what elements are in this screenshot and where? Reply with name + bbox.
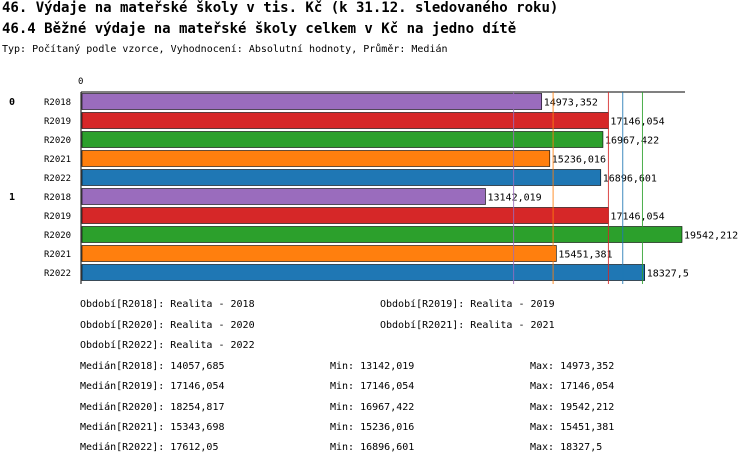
chart-meta: Typ: Počítaný podle vzorce, Vyhodnocení:… <box>2 44 448 55</box>
min-stat: Min: 16967,422 <box>330 402 415 413</box>
category-label: R2020 <box>44 136 71 146</box>
value-label: 16967,422 <box>605 136 659 147</box>
x-tick-label: 0 <box>78 77 83 87</box>
max-stat: Max: 17146,054 <box>530 381 615 392</box>
period-label: Období[R2019]: Realita - 2019 <box>380 299 555 310</box>
bar-r2018 <box>81 188 486 205</box>
value-label: 19542,212 <box>684 231 738 242</box>
bar-chart: 0 0 R2018 14973,352 R2019 17146,054 R2020 16967… <box>9 77 738 284</box>
max-stat: Max: 14973,352 <box>530 361 615 372</box>
max-stat: Max: 15451,381 <box>530 422 615 433</box>
median-stat: Medián[R2018]: 14057,685 <box>80 361 225 372</box>
bar-r2019 <box>81 112 609 129</box>
value-label: 15451,381 <box>558 250 612 261</box>
value-label: 17146,054 <box>610 117 664 128</box>
group-label: 1 <box>9 192 15 203</box>
max-stat: Max: 19542,212 <box>530 402 615 413</box>
value-label: 13142,019 <box>487 193 541 204</box>
min-stat: Min: 17146,054 <box>330 381 415 392</box>
bar-r2020 <box>81 226 683 243</box>
value-label: 14973,352 <box>544 98 598 109</box>
median-stat: Medián[R2019]: 17146,054 <box>80 381 225 392</box>
category-label: R2018 <box>44 98 71 108</box>
bar-r2019 <box>81 207 609 224</box>
value-label: 18327,5 <box>647 269 689 280</box>
value-label: 16896,601 <box>603 174 657 185</box>
median-stat: Medián[R2020]: 18254,817 <box>80 402 225 413</box>
period-label: Období[R2021]: Realita - 2021 <box>380 320 555 331</box>
median-stat: Medián[R2021]: 15343,698 <box>80 422 225 433</box>
category-label: R2018 <box>44 193 71 203</box>
period-label: Období[R2018]: Realita - 2018 <box>80 299 255 310</box>
min-stat: Min: 15236,016 <box>330 422 415 433</box>
category-label: R2022 <box>44 269 71 279</box>
category-label: R2021 <box>44 155 71 165</box>
category-label: R2021 <box>44 250 71 260</box>
bar-r2021 <box>81 245 557 262</box>
min-stat: Min: 16896,601 <box>330 442 415 453</box>
value-label: 15236,016 <box>552 155 606 166</box>
bar-r2018 <box>81 93 543 110</box>
chart-title: 46. Výdaje na mateřské školy v tis. Kč (… <box>2 0 559 16</box>
bar-r2022 <box>81 264 646 281</box>
category-label: R2019 <box>44 117 71 127</box>
max-stat: Max: 18327,5 <box>530 442 603 453</box>
bar-r2020 <box>81 131 604 148</box>
category-label: R2020 <box>44 231 71 241</box>
median-stat: Medián[R2022]: 17612,05 <box>80 442 219 453</box>
category-label: R2019 <box>44 212 71 222</box>
min-stat: Min: 13142,019 <box>330 361 415 372</box>
chart-subtitle: 46.4 Běžné výdaje na mateřské školy celk… <box>2 21 517 37</box>
category-label: R2022 <box>44 174 71 184</box>
group-label: 0 <box>9 97 15 108</box>
period-label: Období[R2020]: Realita - 2020 <box>80 320 255 331</box>
value-label: 17146,054 <box>610 212 664 223</box>
bar-r2021 <box>81 150 551 167</box>
bar-r2022 <box>81 169 602 186</box>
period-label: Období[R2022]: Realita - 2022 <box>80 340 255 351</box>
